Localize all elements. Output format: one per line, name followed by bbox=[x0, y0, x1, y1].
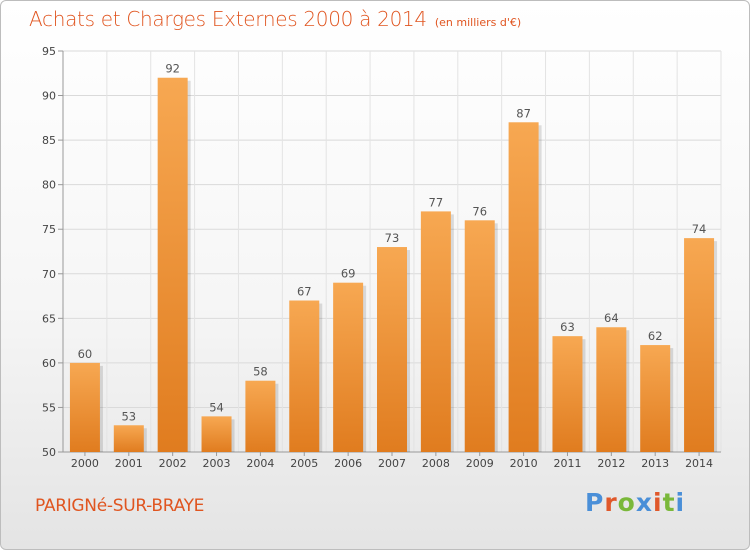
value-label: 64 bbox=[604, 311, 619, 325]
bar-2013 bbox=[640, 345, 671, 452]
value-label: 77 bbox=[429, 195, 444, 209]
x-tick-label: 2008 bbox=[422, 457, 450, 470]
chart-title: Achats et Charges Externes 2000 à 2014 (e… bbox=[29, 7, 521, 31]
bar-2014 bbox=[684, 238, 715, 452]
value-label: 53 bbox=[121, 409, 136, 423]
x-tick-label: 2009 bbox=[466, 457, 494, 470]
value-label: 58 bbox=[253, 365, 268, 379]
x-tick-label: 2003 bbox=[203, 457, 231, 470]
value-label: 63 bbox=[560, 320, 575, 334]
x-tick-label: 2006 bbox=[334, 457, 362, 470]
bar-2012 bbox=[596, 327, 627, 452]
x-tick-label: 2001 bbox=[115, 457, 143, 470]
y-tick-label: 80 bbox=[42, 179, 56, 192]
bar-2009 bbox=[464, 220, 495, 452]
y-tick-label: 60 bbox=[42, 357, 56, 370]
chart-title-text: Achats et Charges Externes 2000 à 2014 bbox=[29, 7, 427, 31]
bar-2008 bbox=[420, 211, 451, 452]
commune-name: PARIGNé-SUR-BRAYE bbox=[35, 496, 205, 516]
x-tick-label: 2014 bbox=[685, 457, 713, 470]
y-tick-label: 70 bbox=[42, 268, 56, 281]
bar-2004 bbox=[245, 380, 276, 452]
value-label: 67 bbox=[297, 285, 312, 299]
x-tick-label: 2011 bbox=[553, 457, 581, 470]
logo-letter: o bbox=[617, 488, 636, 517]
value-label: 54 bbox=[209, 400, 224, 414]
logo-letter: r bbox=[604, 488, 618, 517]
logo-letter: i bbox=[653, 488, 663, 517]
logo-letter: i bbox=[675, 488, 686, 517]
logo-letter: x bbox=[635, 488, 653, 517]
bar-2000 bbox=[69, 362, 100, 452]
logo-letter: P bbox=[585, 488, 605, 517]
value-label: 76 bbox=[472, 204, 487, 218]
labels: 60 53 92 54 58 67 69 73 77 76 87 63 64 62 74 bbox=[78, 62, 707, 424]
value-label: 62 bbox=[648, 329, 663, 343]
x-tick-label: 2004 bbox=[246, 457, 274, 470]
value-label: 87 bbox=[516, 106, 531, 120]
bars bbox=[69, 77, 718, 453]
value-label: 69 bbox=[341, 267, 356, 281]
bar-2011 bbox=[552, 336, 583, 452]
bar-2003 bbox=[201, 416, 232, 452]
bar-2006 bbox=[333, 282, 364, 452]
bar-2010 bbox=[508, 122, 539, 453]
x-tick-label: 2005 bbox=[290, 457, 318, 470]
axes: 50 55 60 65 70 75 80 85 90 95 2000 2001 2002 2003 2004… bbox=[42, 45, 721, 470]
y-tick-label: 65 bbox=[42, 312, 56, 325]
x-tick-label: 2013 bbox=[641, 457, 669, 470]
value-label: 73 bbox=[385, 231, 400, 245]
y-tick-label: 75 bbox=[42, 223, 56, 236]
bar-2001 bbox=[113, 425, 144, 452]
logo-letter: t bbox=[662, 488, 676, 517]
x-tick-label: 2000 bbox=[71, 457, 99, 470]
chart-unit-text: (en milliers d'€) bbox=[434, 16, 522, 29]
bar-2005 bbox=[289, 300, 320, 452]
bar-2002 bbox=[157, 77, 188, 452]
y-tick-label: 85 bbox=[42, 134, 56, 147]
x-tick-label: 2012 bbox=[597, 457, 625, 470]
x-tick-label: 2002 bbox=[159, 457, 187, 470]
y-tick-label: 95 bbox=[42, 45, 56, 58]
value-label: 92 bbox=[165, 62, 180, 76]
y-tick-label: 50 bbox=[42, 446, 56, 459]
x-tick-label: 2010 bbox=[510, 457, 538, 470]
y-tick-label: 90 bbox=[42, 90, 56, 103]
y-tick-label: 55 bbox=[42, 401, 56, 414]
proxiti-logo[interactable]: Proxiti bbox=[585, 488, 685, 517]
value-label: 74 bbox=[692, 222, 707, 236]
value-label: 60 bbox=[78, 347, 93, 361]
bar-2007 bbox=[377, 247, 407, 452]
x-tick-label: 2007 bbox=[378, 457, 406, 470]
